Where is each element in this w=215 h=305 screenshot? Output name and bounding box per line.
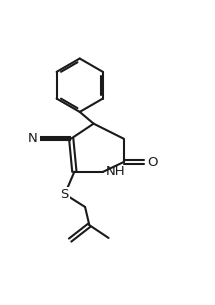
Text: O: O bbox=[147, 156, 158, 169]
Text: S: S bbox=[61, 188, 69, 201]
Text: N: N bbox=[28, 132, 38, 145]
Text: NH: NH bbox=[106, 165, 126, 178]
